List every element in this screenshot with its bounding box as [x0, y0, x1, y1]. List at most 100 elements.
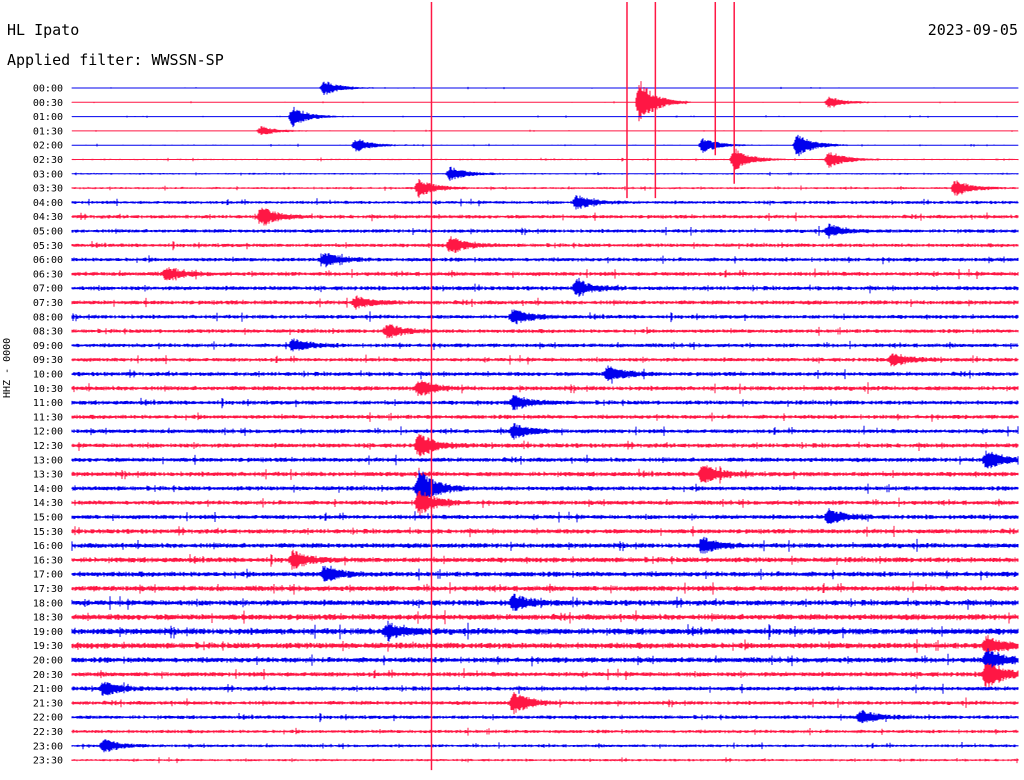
trace-row-1130: [71, 412, 1019, 422]
trace-row-2130: [71, 692, 1019, 715]
trace-row-2030: [71, 663, 1019, 689]
trace-row-0500: [71, 223, 1019, 239]
time-tick-0100: 01:00: [33, 112, 63, 123]
time-tick-1700: 17:00: [33, 570, 63, 581]
trace-row-1030: [71, 380, 1019, 396]
trace-row-1530: [71, 525, 1019, 538]
time-tick-labels: 00:00 00:30 01:00 01:30 02:00 02:30 03:00 03:30…: [33, 84, 63, 767]
time-tick-1100: 11:00: [33, 398, 63, 409]
trace-row-2300: [71, 739, 1019, 753]
time-tick-1230: 12:30: [33, 441, 63, 452]
time-tick-2200: 22:00: [33, 713, 63, 724]
trace-row-1930: [71, 635, 1019, 658]
trace-row-2000: [71, 648, 1019, 672]
trace-row-0730: [71, 295, 1019, 310]
time-tick-0700: 07:00: [33, 284, 63, 295]
time-tick-0300: 03:00: [33, 169, 63, 180]
trace-row-1600: [71, 536, 1019, 554]
trace-row-1830: [71, 610, 1019, 625]
time-tick-1030: 10:30: [33, 384, 63, 395]
trace-row-1400: [71, 470, 1019, 507]
time-tick-1830: 18:30: [33, 613, 63, 624]
trace-row-1200: [71, 423, 1019, 440]
trace-row-0530: [71, 236, 1019, 253]
time-tick-1900: 19:00: [33, 627, 63, 638]
trace-row-0700: [71, 277, 1019, 297]
time-tick-1200: 12:00: [33, 427, 63, 438]
trace-row-0400: [71, 195, 1019, 210]
trace-row-0100: [71, 106, 1019, 128]
trace-row-0030: [71, 81, 1019, 122]
time-tick-1330: 13:30: [33, 470, 63, 481]
time-tick-1630: 16:30: [33, 555, 63, 566]
trace-row-2230: [71, 727, 1019, 736]
trace-row-2200: [71, 709, 1019, 724]
time-tick-1530: 15:30: [33, 527, 63, 538]
filter-subtitle: Applied filter: WWSSN-SP: [7, 51, 224, 69]
time-tick-0730: 07:30: [33, 298, 63, 309]
time-tick-1400: 14:00: [33, 484, 63, 495]
trace-row-0000: [71, 81, 1019, 95]
date-label: 2023-09-05: [927, 21, 1018, 39]
trace-row-1630: [71, 549, 1019, 570]
trace-row-0600: [71, 253, 1019, 268]
trace-row-1800: [71, 593, 1019, 611]
time-tick-0930: 09:30: [33, 355, 63, 366]
trace-row-1100: [71, 395, 1019, 411]
trace-row-2100: [71, 681, 1019, 696]
trace-row-0430: [71, 207, 1019, 226]
trace-row-0830: [71, 324, 1019, 339]
trace-row-0900: [71, 338, 1019, 352]
time-tick-2330: 23:30: [33, 756, 63, 767]
time-tick-0400: 04:00: [33, 198, 63, 209]
time-tick-1430: 14:30: [33, 498, 63, 509]
trace-row-0630: [71, 267, 1019, 281]
time-tick-0200: 02:00: [33, 141, 63, 152]
trace-row-1500: [71, 508, 1019, 524]
time-tick-1300: 13:00: [33, 455, 63, 466]
trace-row-0300: [71, 166, 1019, 181]
trace-row-0130: [71, 126, 1019, 135]
time-tick-1930: 19:30: [33, 641, 63, 652]
trace-row-0800: [71, 309, 1019, 325]
station-title: HL Ipato: [7, 21, 80, 39]
time-tick-2230: 22:30: [33, 727, 63, 738]
time-tick-0530: 05:30: [33, 241, 63, 252]
time-tick-0900: 09:00: [33, 341, 63, 352]
trace-row-1300: [71, 450, 1019, 469]
spike-lines: [430, 2, 735, 771]
time-tick-0600: 06:00: [33, 255, 63, 266]
time-tick-1500: 15:00: [33, 513, 63, 524]
time-tick-0330: 03:30: [33, 184, 63, 195]
trace-row-0330: [71, 179, 1019, 198]
time-tick-0430: 04:30: [33, 212, 63, 223]
trace-row-1900: [71, 620, 1019, 642]
time-tick-0630: 06:30: [33, 269, 63, 280]
time-tick-1000: 10:00: [33, 370, 63, 381]
trace-lines: [71, 81, 1019, 764]
trace-row-1230: [71, 433, 1019, 457]
time-tick-0800: 08:00: [33, 312, 63, 323]
time-tick-1730: 17:30: [33, 584, 63, 595]
trace-row-0930: [71, 353, 1019, 367]
time-tick-0030: 00:30: [33, 98, 63, 109]
time-tick-2300: 23:00: [33, 741, 63, 752]
time-tick-0500: 05:00: [33, 227, 63, 238]
time-tick-2130: 21:30: [33, 698, 63, 709]
time-tick-1600: 16:00: [33, 541, 63, 552]
trace-row-2330: [71, 757, 1019, 764]
time-tick-0830: 08:30: [33, 327, 63, 338]
trace-row-1330: [71, 465, 1019, 484]
channel-axis-label: HHZ - 0000: [2, 338, 13, 398]
channel-label-text: HHZ - 0000: [2, 337, 13, 398]
time-tick-0000: 00:00: [33, 84, 63, 95]
trace-row-1730: [71, 581, 1019, 595]
trace-row-1700: [71, 565, 1019, 582]
time-tick-1130: 11:30: [33, 412, 63, 423]
trace-row-0200: [71, 134, 1019, 157]
time-tick-2000: 20:00: [33, 656, 63, 667]
trace-row-1430: [71, 490, 1019, 517]
trace-row-0230: [71, 148, 1019, 170]
time-tick-1800: 18:00: [33, 598, 63, 609]
